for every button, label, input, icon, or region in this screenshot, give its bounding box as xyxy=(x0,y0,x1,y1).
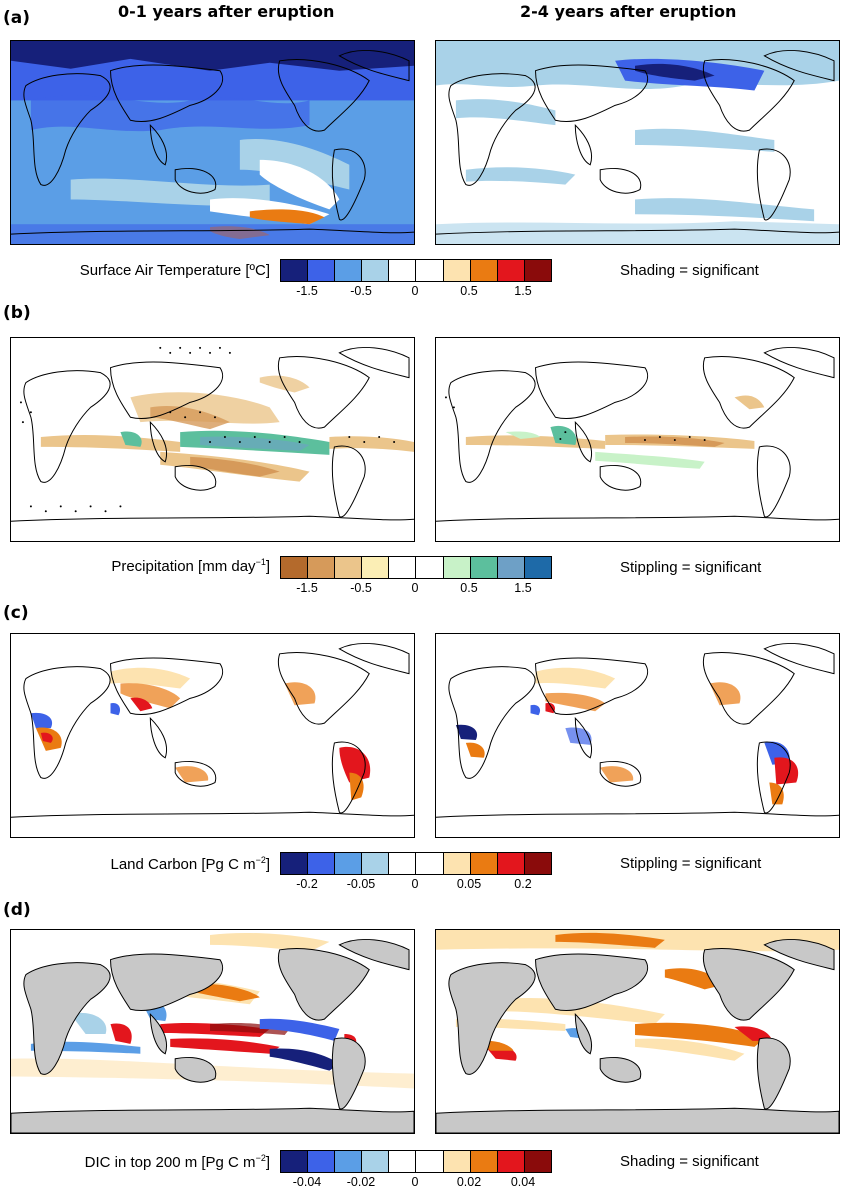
colorbar-tick-label: 0 xyxy=(411,1175,419,1189)
colorbar-title-c: Land Carbon [Pg C m−2] xyxy=(110,855,270,873)
colorbar-swatch xyxy=(362,557,390,578)
colorbar-swatch xyxy=(335,853,363,874)
colorbar-swatch xyxy=(470,853,498,874)
column-title-left: 0-1 years after eruption xyxy=(118,2,335,21)
colorbar-swatch xyxy=(524,260,551,281)
colorbar-swatch xyxy=(443,1151,471,1172)
colorbar-swatch xyxy=(281,557,309,578)
colorbar-swatch xyxy=(308,1151,336,1172)
panel-label-d: (d) xyxy=(3,900,31,920)
colorbar-title-a: Surface Air Temperature [ºC] xyxy=(79,262,270,279)
colorbar-c xyxy=(280,852,552,875)
map-d-right xyxy=(435,929,840,1134)
colorbar-swatch xyxy=(308,557,336,578)
colorbar-b xyxy=(280,556,552,579)
colorbar-note-b: Stippling = significant xyxy=(620,559,762,576)
map-d-left xyxy=(10,929,415,1134)
colorbar-tick-label: 0 xyxy=(411,877,419,891)
colorbar-swatch xyxy=(362,1151,390,1172)
colorbar-tick-label: 0 xyxy=(411,284,419,298)
colorbar-swatch xyxy=(281,853,309,874)
colorbar-swatch xyxy=(443,853,471,874)
colorbar-swatch xyxy=(389,557,417,578)
colorbar-swatch xyxy=(308,260,336,281)
colorbar-tick-label: -0.5 xyxy=(350,581,372,595)
map-c-right xyxy=(435,633,840,838)
colorbar-d xyxy=(280,1150,552,1173)
colorbar-swatch xyxy=(416,853,444,874)
colorbar-swatch xyxy=(470,557,498,578)
colorbar-swatch xyxy=(497,260,525,281)
panel-label-a: (a) xyxy=(3,8,31,28)
colorbar-tick-label: 0.05 xyxy=(456,877,482,891)
colorbar-swatch xyxy=(497,853,525,874)
colorbar-swatch xyxy=(335,260,363,281)
colorbar-swatch xyxy=(389,260,417,281)
colorbar-swatch xyxy=(281,1151,309,1172)
column-title-right: 2-4 years after eruption xyxy=(520,2,737,21)
colorbar-swatch xyxy=(470,1151,498,1172)
colorbar-tick-label: 1.5 xyxy=(514,581,532,595)
colorbar-tick-label: -1.5 xyxy=(296,284,318,298)
colorbar-swatch xyxy=(524,557,551,578)
colorbar-tick-label: 0 xyxy=(411,581,419,595)
colorbar-swatch xyxy=(362,260,390,281)
colorbar-swatch xyxy=(443,260,471,281)
map-c-left xyxy=(10,633,415,838)
colorbar-swatch xyxy=(524,853,551,874)
map-b-right xyxy=(435,337,840,542)
colorbar-note-d: Shading = significant xyxy=(620,1153,759,1170)
map-b-left xyxy=(10,337,415,542)
colorbar-tick-label: -0.04 xyxy=(292,1175,322,1189)
colorbar-swatch xyxy=(470,260,498,281)
colorbar-tick-label: -0.5 xyxy=(350,284,372,298)
colorbar-tick-label: 0.5 xyxy=(460,284,478,298)
colorbar-tick-label: 0.04 xyxy=(510,1175,536,1189)
colorbar-tick-label: 0.2 xyxy=(514,877,532,891)
colorbar-swatch xyxy=(281,260,309,281)
colorbar-title-d: DIC in top 200 m [Pg C m−2] xyxy=(84,1153,270,1171)
colorbar-tick-label: -0.05 xyxy=(346,877,376,891)
colorbar-swatch xyxy=(389,853,417,874)
colorbar-tick-label: 0.5 xyxy=(460,581,478,595)
map-a-right xyxy=(435,40,840,245)
colorbar-note-a: Shading = significant xyxy=(620,262,759,279)
colorbar-swatch xyxy=(308,853,336,874)
colorbar-tick-label: 1.5 xyxy=(514,284,532,298)
map-a-left xyxy=(10,40,415,245)
colorbar-swatch xyxy=(443,557,471,578)
colorbar-tick-label: -1.5 xyxy=(296,581,318,595)
colorbar-title-b: Precipitation [mm day−1] xyxy=(111,557,270,575)
colorbar-tick-label: -0.02 xyxy=(346,1175,376,1189)
colorbar-swatch xyxy=(416,557,444,578)
panel-label-b: (b) xyxy=(3,303,31,323)
colorbar-a xyxy=(280,259,552,282)
colorbar-swatch xyxy=(416,260,444,281)
colorbar-swatch xyxy=(497,557,525,578)
panel-label-c: (c) xyxy=(3,603,29,623)
colorbar-swatch xyxy=(362,853,390,874)
colorbar-note-c: Stippling = significant xyxy=(620,855,762,872)
colorbar-tick-label: -0.2 xyxy=(296,877,318,891)
colorbar-tick-label: 0.02 xyxy=(456,1175,482,1189)
colorbar-swatch xyxy=(416,1151,444,1172)
colorbar-swatch xyxy=(389,1151,417,1172)
colorbar-swatch xyxy=(497,1151,525,1172)
colorbar-swatch xyxy=(335,1151,363,1172)
colorbar-swatch xyxy=(524,1151,551,1172)
colorbar-swatch xyxy=(335,557,363,578)
